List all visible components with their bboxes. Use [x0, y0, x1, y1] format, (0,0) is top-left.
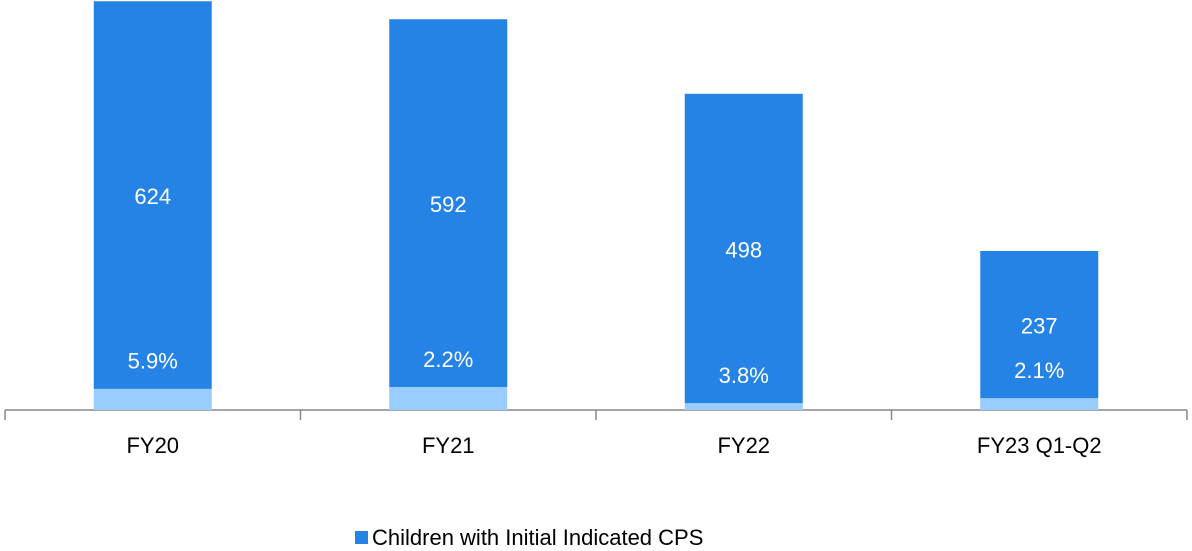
value-label: 237	[1021, 313, 1058, 338]
x-tick-label: FY23 Q1-Q2	[977, 433, 1102, 458]
percent-label: 3.8%	[719, 363, 769, 388]
percent-label: 2.2%	[423, 347, 473, 372]
x-tick-label: FY22	[717, 433, 770, 458]
legend-label: Children with Initial Indicated CPS	[372, 525, 703, 550]
value-label: 498	[725, 237, 762, 262]
bar-segment	[389, 19, 508, 388]
percent-label: 5.9%	[128, 349, 178, 374]
legend-swatch	[355, 531, 368, 544]
bar-segment	[389, 387, 508, 410]
bar-segment	[980, 398, 1099, 410]
x-tick-label: FY20	[126, 433, 179, 458]
bar-segment	[93, 388, 212, 410]
value-label: 592	[430, 192, 467, 217]
x-tick-label: FY21	[422, 433, 475, 458]
value-label: 624	[134, 184, 171, 209]
bar-segment	[93, 1, 212, 389]
bar-segment	[684, 93, 803, 404]
bar-segment	[980, 250, 1099, 399]
percent-label: 2.1%	[1014, 358, 1064, 383]
bar-segment	[684, 403, 803, 410]
